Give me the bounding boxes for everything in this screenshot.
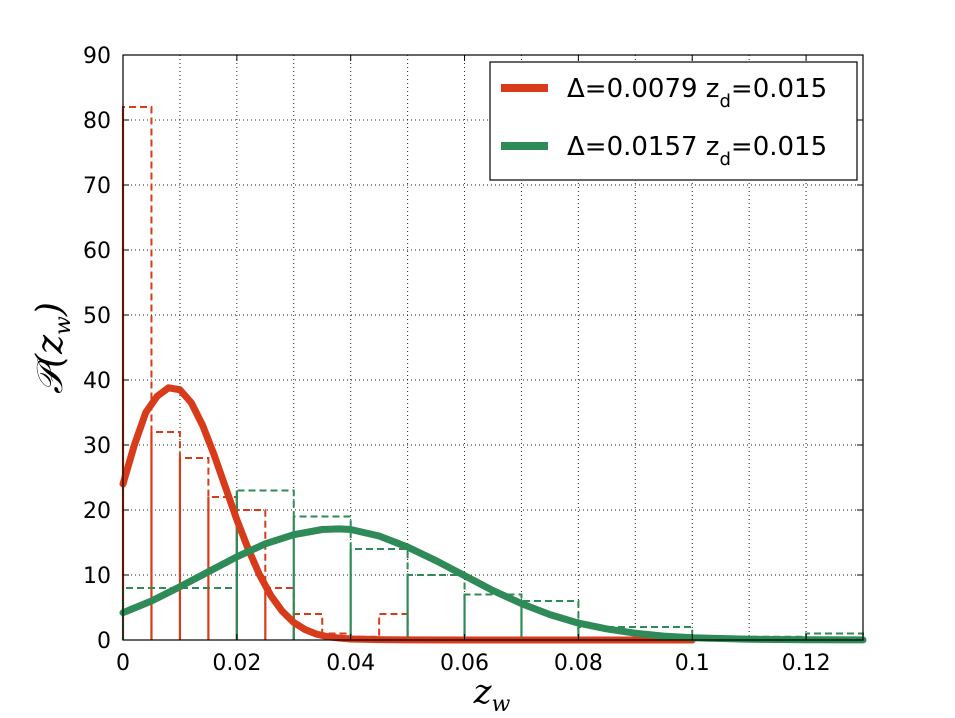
- legend-box: [489, 61, 858, 181]
- y-axis-title-var: z: [30, 334, 71, 355]
- y-tick-label: 30: [83, 434, 111, 459]
- x-tick-label: 0: [116, 651, 130, 676]
- plot-frame: [122, 54, 864, 641]
- legend-label-series-1: Δ=0.0079 zd=0.015: [567, 74, 827, 112]
- y-tick-label: 80: [83, 109, 111, 134]
- legend-label-series-2-suffix: =0.015: [731, 132, 827, 162]
- y-tick-label: 90: [83, 44, 111, 69]
- legend-label-series-1-sub: d: [719, 91, 730, 112]
- y-axis-title: 𝒫(zw): [30, 302, 76, 394]
- x-tick-label: 0.04: [326, 651, 375, 676]
- legend-label-series-2-main: Δ=0.0157 z: [567, 132, 719, 162]
- y-tick-label: 20: [83, 499, 111, 524]
- legend-label-series-1-main: Δ=0.0079 z: [567, 74, 719, 104]
- y-tick-label: 40: [83, 369, 111, 394]
- y-tick-label: 0: [97, 629, 111, 654]
- y-tick-labels: 0 10 20 30 40 50 60 70 80 90: [83, 44, 111, 654]
- legend: Δ=0.0079 zd=0.015 Δ=0.0157 zd=0.015: [489, 61, 858, 181]
- y-tick-label: 60: [83, 239, 111, 264]
- x-tick-labels: 0 0.02 0.04 0.06 0.08 0.1 0.12: [116, 651, 831, 676]
- y-axis-title-prefix: 𝒫(: [30, 353, 71, 394]
- x-axis-title: zw: [473, 672, 511, 717]
- x-tick-label: 0.02: [212, 651, 261, 676]
- grid-lines: [123, 55, 863, 640]
- x-tick-label: 0.06: [440, 651, 489, 676]
- series-2-histogram: [122, 489, 864, 640]
- axis-ticks: [122, 54, 863, 641]
- y-tick-label: 50: [83, 304, 111, 329]
- y-axis-title-suffix: ): [30, 302, 71, 317]
- y-axis-title-sub: w: [51, 316, 76, 335]
- legend-label-series-2: Δ=0.0157 zd=0.015: [567, 132, 827, 170]
- x-axis-title-var: z: [473, 672, 493, 712]
- legend-label-series-2-sub: d: [719, 149, 730, 170]
- x-tick-label: 0.1: [675, 651, 710, 676]
- series-2-curve: [119, 525, 867, 644]
- x-axis-title-sub: w: [492, 692, 511, 717]
- x-tick-label: 0.12: [782, 651, 831, 676]
- x-tick-label: 0.08: [554, 651, 603, 676]
- legend-label-series-1-suffix: =0.015: [731, 74, 827, 104]
- y-tick-label: 10: [83, 564, 111, 589]
- y-tick-label: 70: [83, 174, 111, 199]
